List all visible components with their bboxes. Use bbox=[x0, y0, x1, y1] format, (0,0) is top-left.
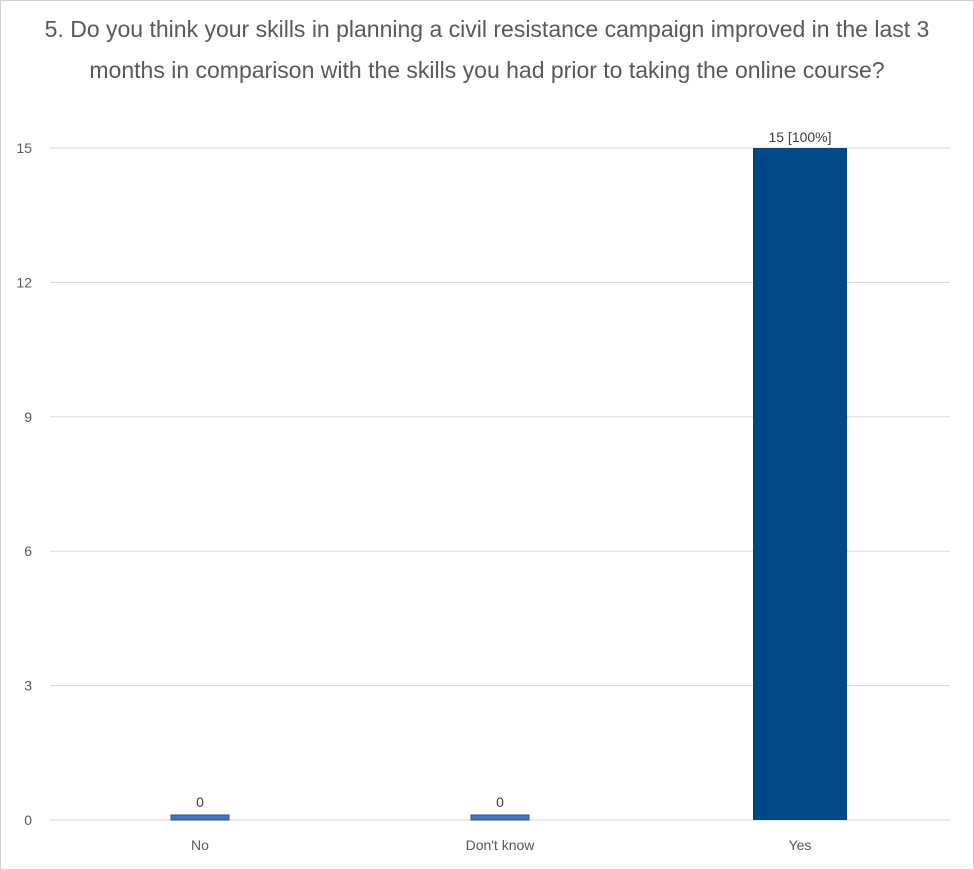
x-tick-label: Yes bbox=[789, 837, 812, 853]
x-tick-label: No bbox=[191, 837, 209, 853]
bar bbox=[470, 814, 530, 821]
data-label: 15 [100%] bbox=[768, 129, 831, 145]
data-label: 0 bbox=[196, 794, 204, 810]
bar bbox=[170, 814, 230, 821]
x-tick-label: Don't know bbox=[466, 837, 536, 853]
data-labels: 0 0 15 [100%] bbox=[196, 129, 831, 810]
chart-title: 5. Do you think your skills in planning … bbox=[44, 16, 930, 83]
x-axis: No Don't know Yes bbox=[191, 837, 811, 853]
y-tick-label: 9 bbox=[24, 409, 32, 425]
y-tick-label: 12 bbox=[16, 274, 32, 290]
bars bbox=[170, 148, 847, 821]
y-tick-label: 6 bbox=[24, 543, 32, 559]
y-tick-label: 0 bbox=[24, 812, 32, 828]
y-tick-label: 3 bbox=[24, 678, 32, 694]
y-tick-label: 15 bbox=[16, 140, 32, 156]
y-axis: 0 3 6 9 12 15 bbox=[16, 140, 32, 828]
data-label: 0 bbox=[496, 794, 504, 810]
bar bbox=[753, 148, 847, 820]
